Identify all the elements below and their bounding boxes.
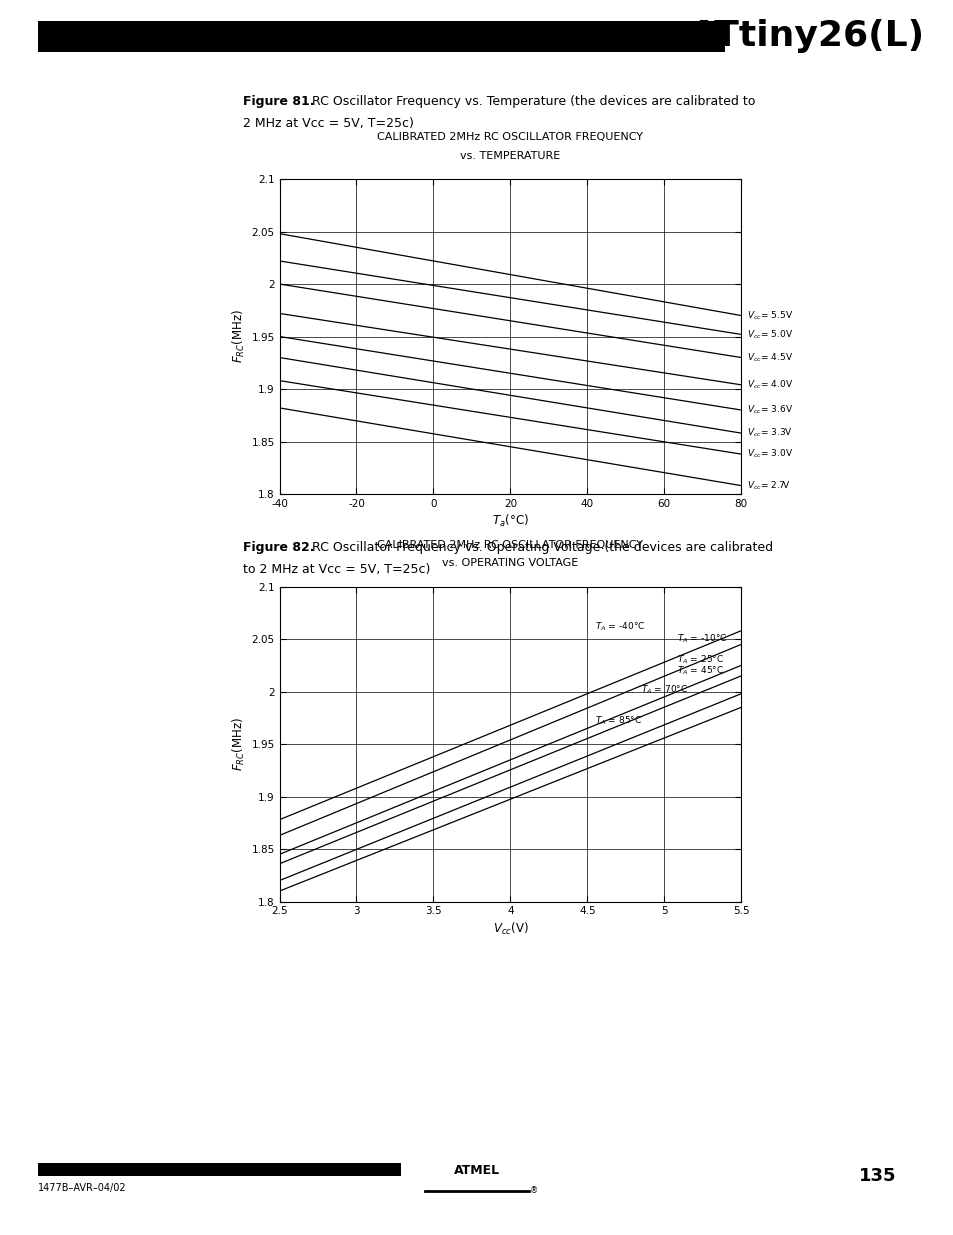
Text: vs. TEMPERATURE: vs. TEMPERATURE bbox=[459, 151, 560, 161]
Text: $V_{cc}$= 3.3V: $V_{cc}$= 3.3V bbox=[746, 427, 792, 440]
Text: 2 MHz at Vcc = 5V, T=25c): 2 MHz at Vcc = 5V, T=25c) bbox=[243, 117, 414, 131]
Text: CALIBRATED 2MHz RC OSCILLATOR FREQUENCY: CALIBRATED 2MHz RC OSCILLATOR FREQUENCY bbox=[377, 540, 642, 550]
Text: $T_A$ = -10°C: $T_A$ = -10°C bbox=[676, 632, 726, 646]
Text: $V_{cc}$= 4.0V: $V_{cc}$= 4.0V bbox=[746, 379, 792, 391]
Text: to 2 MHz at Vcc = 5V, T=25c): to 2 MHz at Vcc = 5V, T=25c) bbox=[243, 563, 430, 577]
Text: $T_A$ = 85°C: $T_A$ = 85°C bbox=[595, 715, 641, 727]
X-axis label: $V_{cc}$(V): $V_{cc}$(V) bbox=[492, 920, 528, 936]
Text: ®: ® bbox=[529, 1187, 537, 1195]
Text: $V_{cc}$= 3.6V: $V_{cc}$= 3.6V bbox=[746, 404, 792, 416]
Text: RC Oscillator Frequency vs. Operating Voltage (the devices are calibrated: RC Oscillator Frequency vs. Operating Vo… bbox=[308, 541, 773, 555]
Text: $T_A$ = 45°C: $T_A$ = 45°C bbox=[676, 664, 723, 677]
Text: 135: 135 bbox=[859, 1167, 896, 1186]
Text: RC Oscillator Frequency vs. Temperature (the devices are calibrated to: RC Oscillator Frequency vs. Temperature … bbox=[308, 95, 755, 109]
Text: $V_{cc}$= 5.0V: $V_{cc}$= 5.0V bbox=[746, 329, 792, 341]
Text: 1477B–AVR–04/02: 1477B–AVR–04/02 bbox=[38, 1183, 127, 1193]
Text: $V_{cc}$= 3.0V: $V_{cc}$= 3.0V bbox=[746, 448, 792, 461]
X-axis label: $T_a$(°C): $T_a$(°C) bbox=[492, 513, 528, 529]
Text: ATtiny26(L): ATtiny26(L) bbox=[690, 20, 924, 53]
Text: $T_A$ = 25°C: $T_A$ = 25°C bbox=[676, 653, 723, 667]
Text: ATMEL: ATMEL bbox=[454, 1165, 499, 1177]
Text: $T_A$ = 70°C: $T_A$ = 70°C bbox=[640, 683, 687, 695]
Text: $V_{cc}$= 4.5V: $V_{cc}$= 4.5V bbox=[746, 351, 792, 364]
Y-axis label: $F_{RC}$(MHz): $F_{RC}$(MHz) bbox=[231, 718, 247, 771]
Y-axis label: $F_{RC}$(MHz): $F_{RC}$(MHz) bbox=[231, 310, 247, 363]
Text: CALIBRATED 2MHz RC OSCILLATOR FREQUENCY: CALIBRATED 2MHz RC OSCILLATOR FREQUENCY bbox=[377, 132, 642, 142]
Text: vs. OPERATING VOLTAGE: vs. OPERATING VOLTAGE bbox=[442, 558, 578, 568]
Text: $V_{cc}$= 5.5V: $V_{cc}$= 5.5V bbox=[746, 309, 792, 322]
Text: Figure 81.: Figure 81. bbox=[243, 95, 314, 109]
Text: Figure 82.: Figure 82. bbox=[243, 541, 314, 555]
Text: $V_{cc}$= 2.7V: $V_{cc}$= 2.7V bbox=[746, 479, 790, 492]
Text: $T_A$ = -40°C: $T_A$ = -40°C bbox=[595, 620, 644, 632]
